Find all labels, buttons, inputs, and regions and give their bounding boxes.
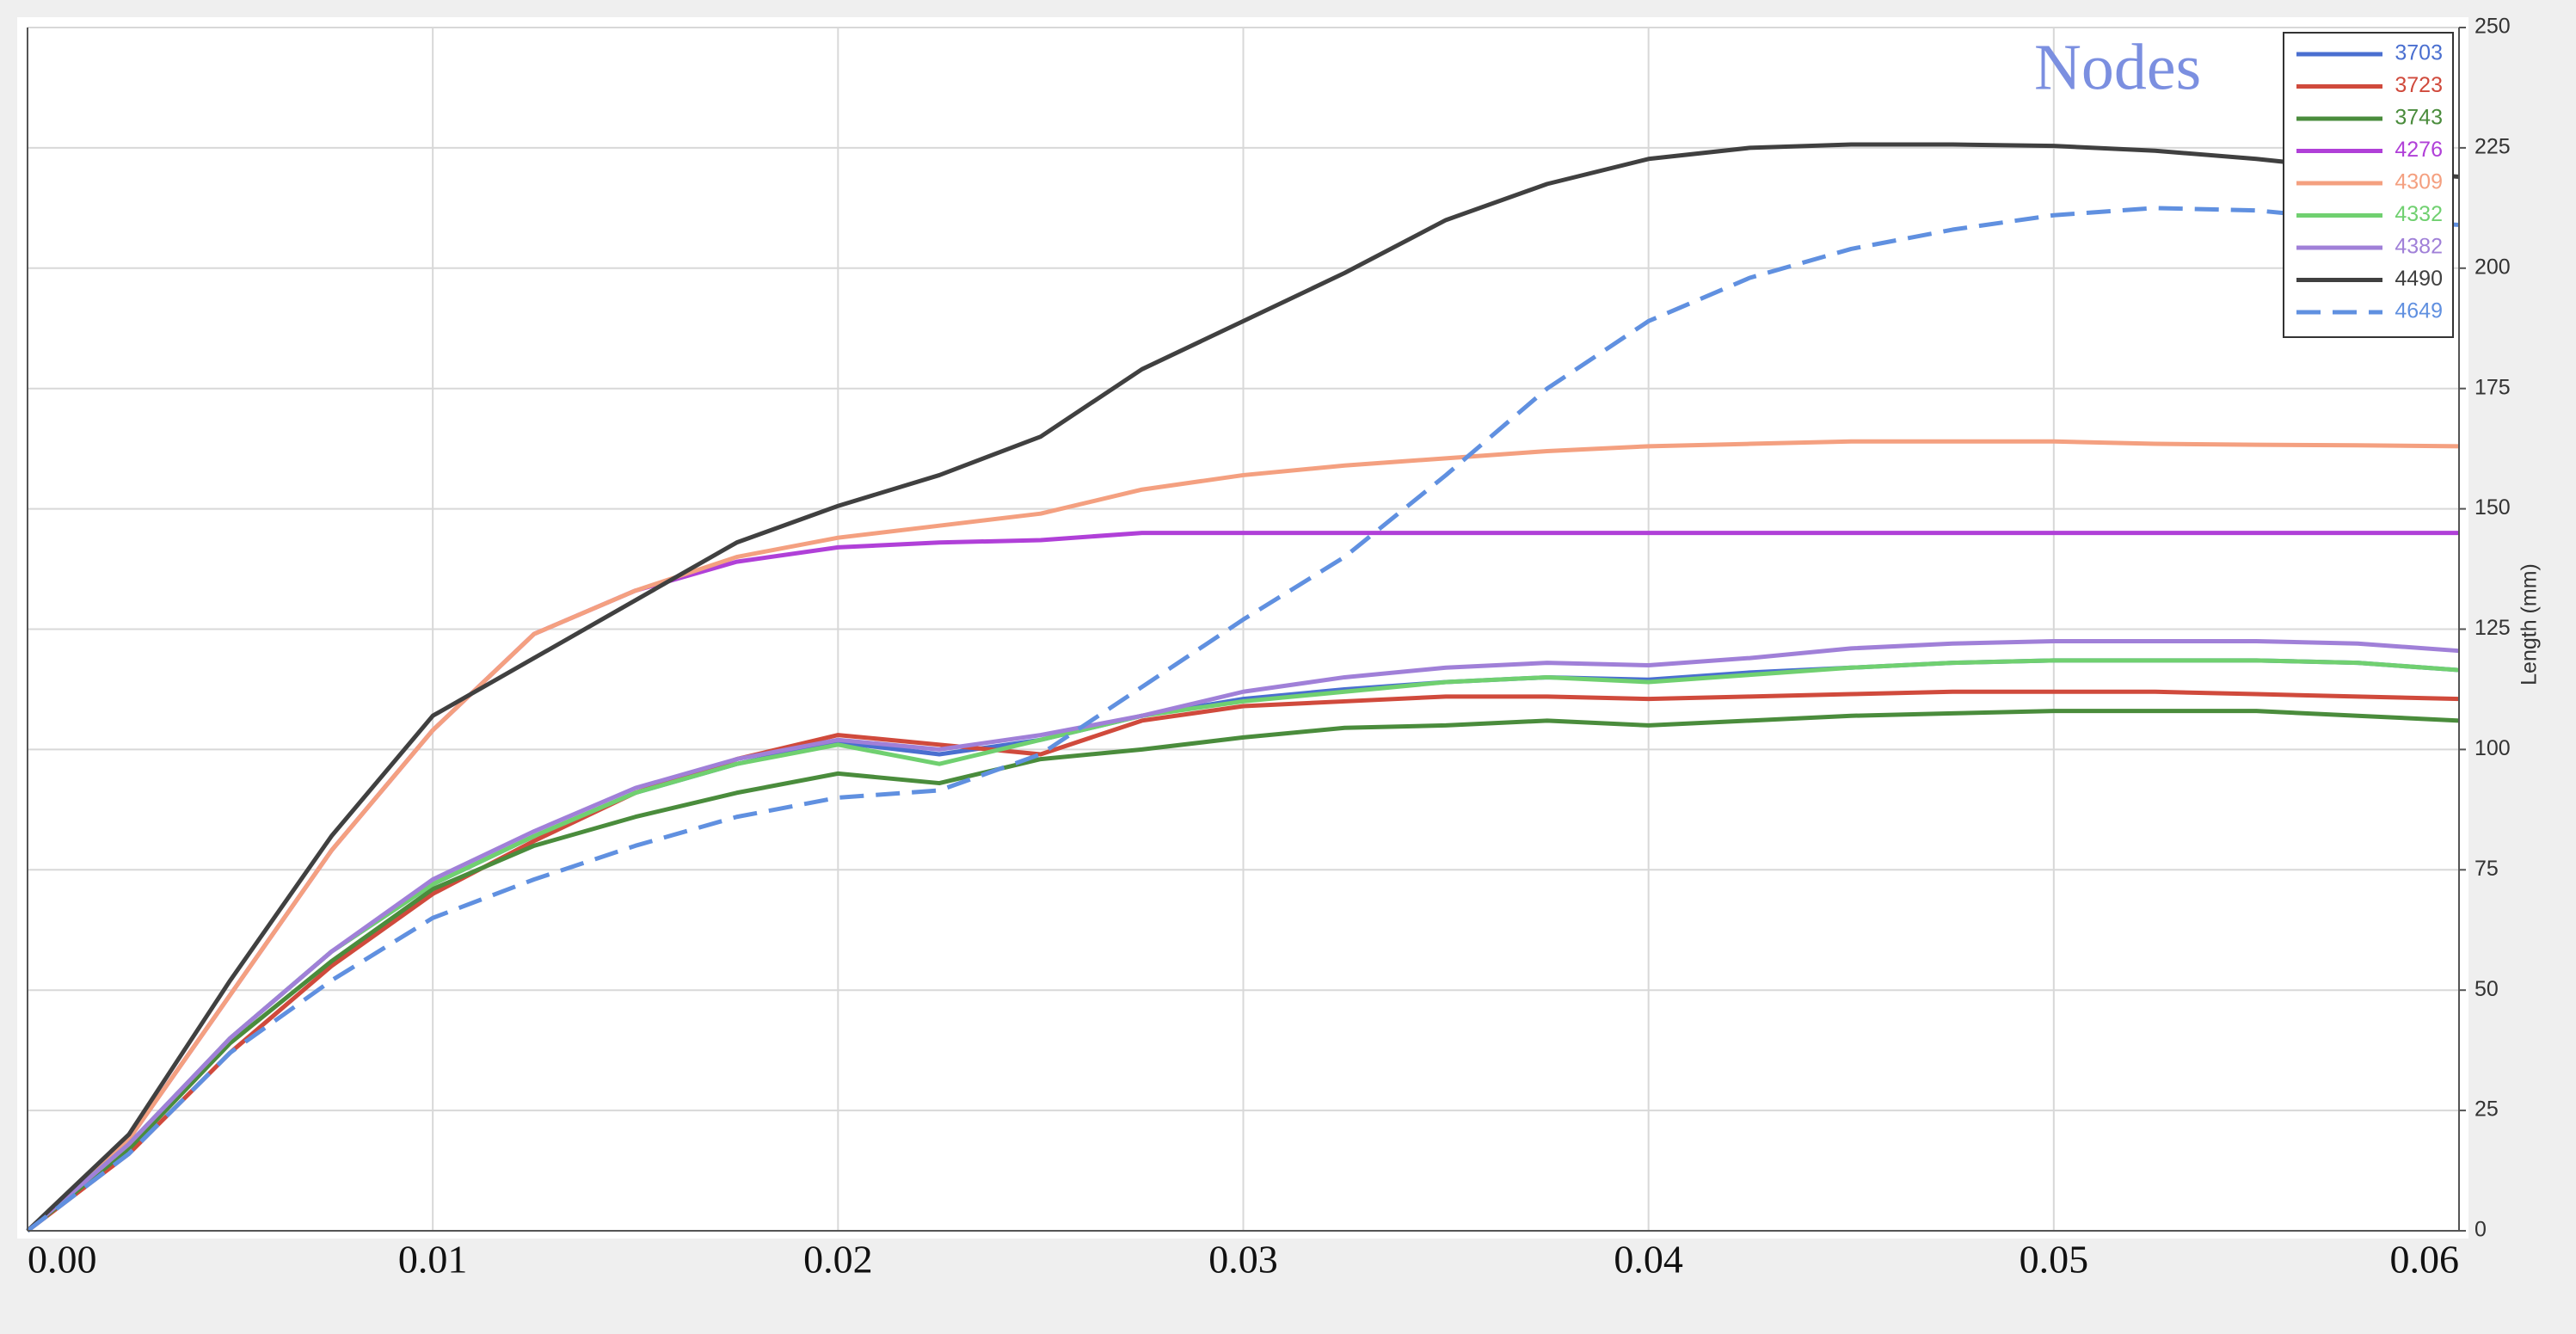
x-tick-label: 0.04 xyxy=(1614,1238,1683,1282)
y-tick-label: 125 xyxy=(2475,616,2511,640)
legend-title: Nodes xyxy=(2034,31,2201,103)
y-tick-label: 100 xyxy=(2475,736,2511,760)
x-tick-label: 0.05 xyxy=(2020,1238,2089,1282)
series-line xyxy=(26,439,2460,1233)
legend-label: 3743 xyxy=(2395,106,2443,130)
lines xyxy=(26,142,2460,1233)
y-tick-label: 0 xyxy=(2475,1218,2487,1242)
y-tick-label: 250 xyxy=(2475,15,2511,39)
y-tick-label: 25 xyxy=(2475,1097,2499,1122)
legend-label: 4382 xyxy=(2395,235,2443,259)
x-tick-label: 0.06 xyxy=(2390,1238,2460,1282)
series-line xyxy=(26,658,2460,1233)
legend-label: 4309 xyxy=(2395,170,2443,194)
y-tick-label: 225 xyxy=(2475,135,2511,159)
legend-label: 4276 xyxy=(2395,138,2443,162)
series-line xyxy=(26,638,2460,1233)
y-tick-label: 200 xyxy=(2475,255,2511,279)
series-line xyxy=(26,689,2460,1233)
legend-label: 3723 xyxy=(2395,73,2443,97)
series-line xyxy=(26,206,2460,1233)
legend: 3703 3723 3743 4276 4309 4332 4382 4490 4649 xyxy=(2296,41,2443,323)
legend-label: 3703 xyxy=(2395,41,2443,65)
x-tick-label: 0.03 xyxy=(1208,1238,1278,1282)
y-tick-label: 75 xyxy=(2475,857,2499,881)
y-axis-label: Length (mm) xyxy=(2518,563,2542,685)
y-tick-label: 150 xyxy=(2475,495,2511,519)
series-line xyxy=(26,142,2460,1233)
legend-label: 4649 xyxy=(2395,299,2443,323)
x-tick-label: 0.00 xyxy=(28,1238,97,1282)
legend-label: 4332 xyxy=(2395,202,2443,226)
series-line xyxy=(26,709,2460,1233)
x-tick-label: 0.02 xyxy=(803,1238,873,1282)
legend-label: 4490 xyxy=(2395,267,2443,291)
x-tick-label: 0.01 xyxy=(398,1238,468,1282)
y-tick-label: 175 xyxy=(2475,375,2511,399)
y-tick-label: 50 xyxy=(2475,977,2499,1001)
